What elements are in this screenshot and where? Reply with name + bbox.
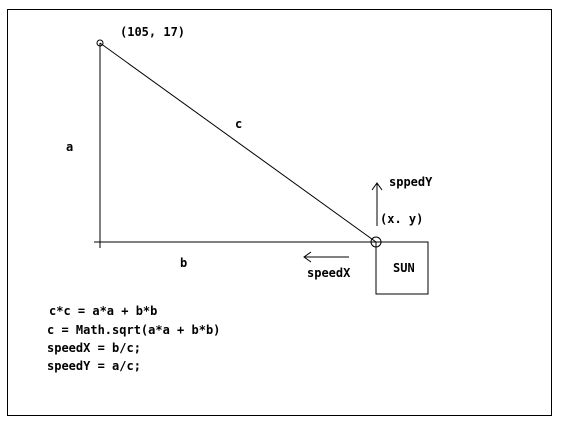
side-c-label: c	[235, 117, 242, 131]
speed-y-label: sppedY	[389, 175, 433, 189]
sun-box	[375, 241, 429, 295]
equation-speed-y: speedY = a/c;	[47, 359, 141, 373]
top-point-marker	[96, 39, 104, 47]
speed-y-arrow-head	[371, 182, 383, 191]
side-a-label: a	[66, 140, 73, 154]
xy-point-marker	[370, 236, 382, 248]
equation-pythagoras: c*c = a*a + b*b	[49, 304, 157, 318]
speed-x-label: speedX	[307, 266, 351, 280]
diagram-frame	[7, 9, 552, 416]
side-b-label: b	[180, 256, 187, 270]
hypotenuse-c-line	[99, 42, 377, 243]
xy-point-label: (x. y)	[380, 212, 423, 226]
equation-sqrt: c = Math.sqrt(a*a + b*b)	[47, 323, 220, 337]
equation-speed-x: speedX = b/c;	[47, 341, 141, 355]
sun-label: SUN	[393, 261, 415, 275]
top-point-label: (105, 17)	[120, 25, 185, 39]
speed-x-arrow-head	[303, 251, 312, 263]
